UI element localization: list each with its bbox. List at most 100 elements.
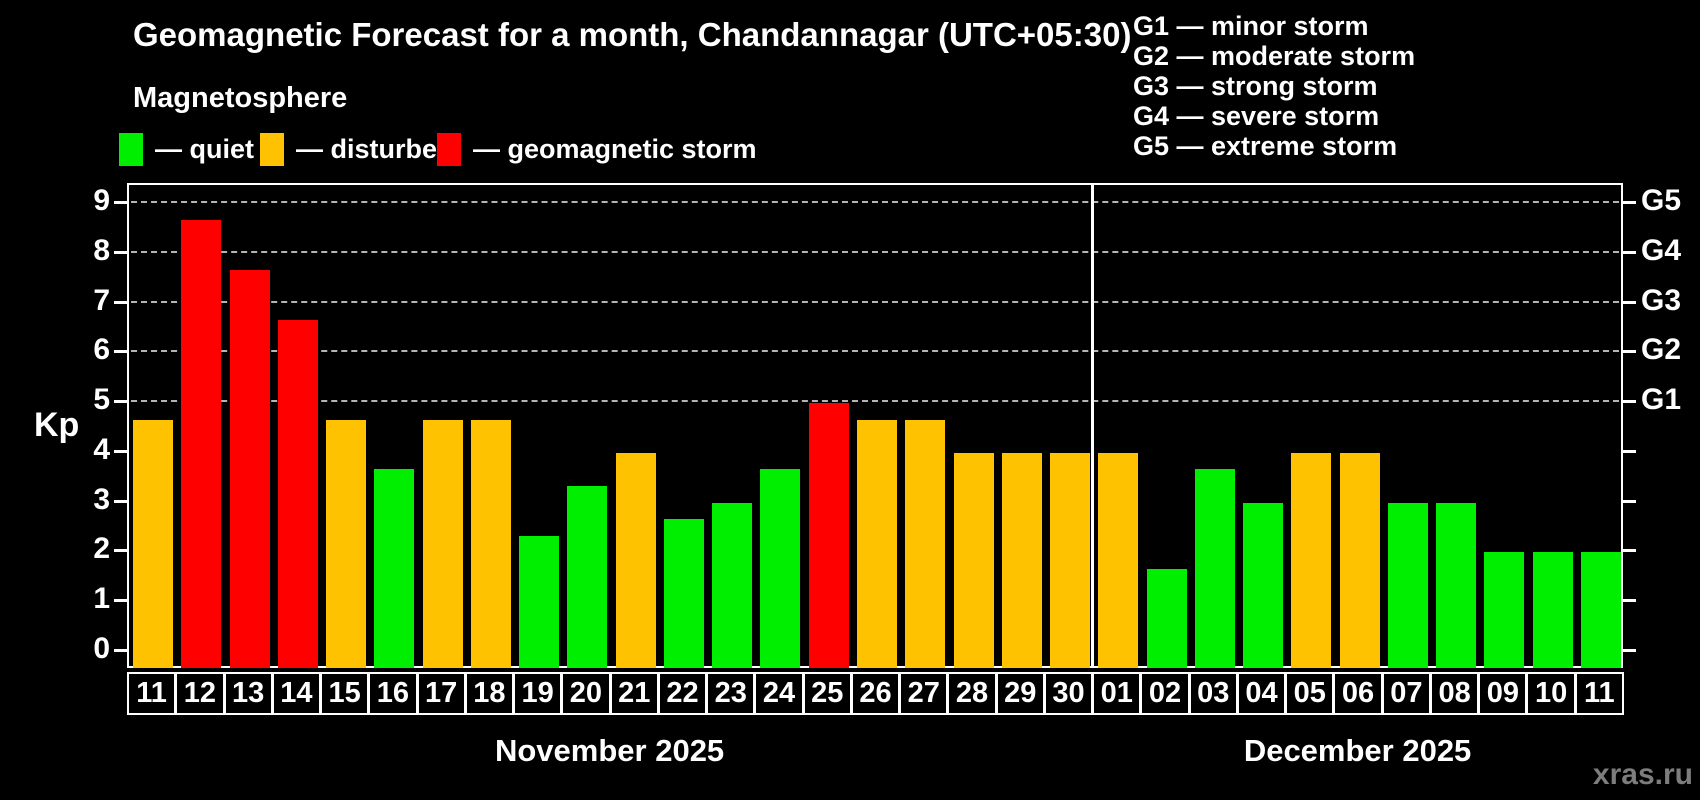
right-tick-5 — [1623, 400, 1636, 404]
y-axis-tick-label-3: 3 — [93, 482, 110, 516]
g-legend-line-g2: G2 — moderate storm — [1133, 41, 1416, 71]
kp-bar-day-11-nov — [133, 419, 174, 668]
y-axis-tick-label-2: 2 — [93, 532, 110, 566]
kp-bar-day-12-nov — [181, 220, 222, 668]
kp-bar-day-16-nov — [374, 469, 415, 668]
day-label-04-dec: 04 — [1236, 672, 1287, 715]
kp-bar-day-30-nov — [1050, 452, 1091, 668]
storm-swatch-icon — [437, 132, 461, 166]
day-label-14-nov: 14 — [271, 672, 322, 715]
day-label-01-dec: 01 — [1092, 672, 1142, 715]
kp-bar-day-04-dec — [1243, 502, 1284, 668]
legend-item-disturbed: — disturbed — [260, 131, 454, 167]
kp-bar-day-14-nov — [277, 319, 318, 668]
g-axis-label-g2: G2 — [1641, 333, 1682, 367]
kp-bar-day-20-nov — [567, 486, 608, 668]
left-tick-8 — [114, 250, 127, 254]
left-tick-9 — [114, 200, 127, 204]
right-tick-6 — [1623, 350, 1636, 354]
day-label-30-nov: 30 — [1043, 672, 1094, 715]
g-axis-label-g5: G5 — [1641, 183, 1682, 217]
g-axis-label-g3: G3 — [1641, 283, 1682, 317]
kp-bar-day-09-dec — [1484, 552, 1525, 668]
right-tick-4 — [1623, 449, 1636, 453]
gridline-kp6 — [131, 350, 1619, 353]
legend-item-quiet: — quiet — [119, 131, 254, 167]
kp-bar-day-25-nov — [808, 403, 849, 668]
y-axis-tick-label-8: 8 — [93, 233, 110, 267]
left-tick-4 — [114, 449, 127, 453]
legend-label-quiet: — quiet — [155, 133, 254, 164]
y-axis-tick-label-6: 6 — [93, 333, 110, 367]
day-label-15-nov: 15 — [320, 672, 370, 715]
left-tick-7 — [114, 300, 127, 304]
g-axis-label-g1: G1 — [1641, 383, 1682, 417]
day-label-23-nov: 23 — [706, 672, 756, 715]
legend-label-disturbed: — disturbed — [296, 133, 454, 164]
kp-bar-day-06-dec — [1339, 452, 1380, 668]
right-tick-7 — [1623, 300, 1636, 304]
left-tick-3 — [114, 499, 127, 503]
day-label-11-dec: 11 — [1574, 672, 1624, 715]
kp-bar-day-03-dec — [1194, 469, 1235, 668]
day-label-20-nov: 20 — [561, 672, 611, 715]
g-scale-legend: G1 — minor storm G2 — moderate storm G3 … — [1133, 11, 1415, 161]
kp-bar-day-10-dec — [1532, 552, 1573, 668]
gridline-kp8 — [131, 250, 1619, 253]
kp-bar-day-11-dec — [1580, 552, 1621, 668]
y-axis-tick-label-9: 9 — [93, 183, 110, 217]
day-label-25-nov: 25 — [802, 672, 852, 715]
day-label-03-dec: 03 — [1188, 672, 1238, 715]
right-tick-9 — [1623, 200, 1636, 204]
day-label-19-nov: 19 — [513, 672, 563, 715]
kp-bar-day-05-dec — [1291, 452, 1332, 668]
day-label-10-dec: 10 — [1526, 672, 1576, 715]
day-label-13-nov: 13 — [223, 672, 273, 715]
gridline-kp9 — [131, 200, 1619, 203]
kp-bar-day-17-nov — [422, 419, 463, 668]
day-label-18-nov: 18 — [464, 672, 515, 715]
legend-label-storm: — geomagnetic storm — [473, 133, 757, 164]
disturbed-swatch-icon — [260, 132, 284, 166]
magnetosphere-label: Magnetosphere — [133, 82, 348, 114]
quiet-swatch-icon — [119, 132, 143, 166]
gridline-kp7 — [131, 300, 1619, 303]
right-tick-3 — [1623, 499, 1636, 503]
y-axis-tick-label-0: 0 — [93, 632, 110, 666]
day-label-24-nov: 24 — [754, 672, 804, 715]
day-label-29-nov: 29 — [995, 672, 1045, 715]
kp-bar-day-01-dec — [1098, 452, 1139, 668]
left-tick-0 — [114, 649, 127, 653]
kp-bar-day-19-nov — [519, 536, 560, 668]
day-label-22-nov: 22 — [657, 672, 708, 715]
day-label-28-nov: 28 — [947, 672, 997, 715]
kp-bar-day-27-nov — [905, 419, 946, 668]
left-tick-1 — [114, 599, 127, 603]
g-legend-line-g3: G3 — strong storm — [1133, 71, 1378, 101]
day-label-17-nov: 17 — [416, 672, 466, 715]
day-label-12-nov: 12 — [175, 672, 225, 715]
kp-bar-day-28-nov — [953, 452, 994, 668]
day-label-26-nov: 26 — [850, 672, 901, 715]
kp-bar-day-02-dec — [1146, 568, 1187, 668]
status-legend: — quiet — disturbed — geomagnetic storm — [0, 131, 1100, 167]
g-axis-label-g4: G4 — [1641, 233, 1682, 267]
g-legend-line-g5: G5 — extreme storm — [1133, 131, 1398, 161]
kp-bar-day-29-nov — [1001, 452, 1042, 668]
left-tick-5 — [114, 400, 127, 404]
day-label-05-dec: 05 — [1285, 672, 1335, 715]
kp-bar-day-13-nov — [229, 270, 270, 668]
day-label-09-dec: 09 — [1478, 672, 1528, 715]
g-legend-line-g1: G1 — minor storm — [1133, 11, 1369, 41]
y-axis-tick-label-1: 1 — [93, 582, 110, 616]
kp-bar-day-07-dec — [1387, 502, 1428, 668]
month-label-december: December 2025 — [1243, 733, 1472, 768]
right-tick-2 — [1623, 549, 1636, 553]
legend-item-storm: — geomagnetic storm — [437, 131, 757, 167]
kp-axis-label: Kp — [34, 406, 80, 444]
g-legend-line-g4: G4 — severe storm — [1133, 101, 1380, 131]
day-label-11-nov: 11 — [127, 672, 177, 715]
right-tick-1 — [1623, 599, 1636, 603]
kp-bar-day-15-nov — [326, 419, 367, 668]
